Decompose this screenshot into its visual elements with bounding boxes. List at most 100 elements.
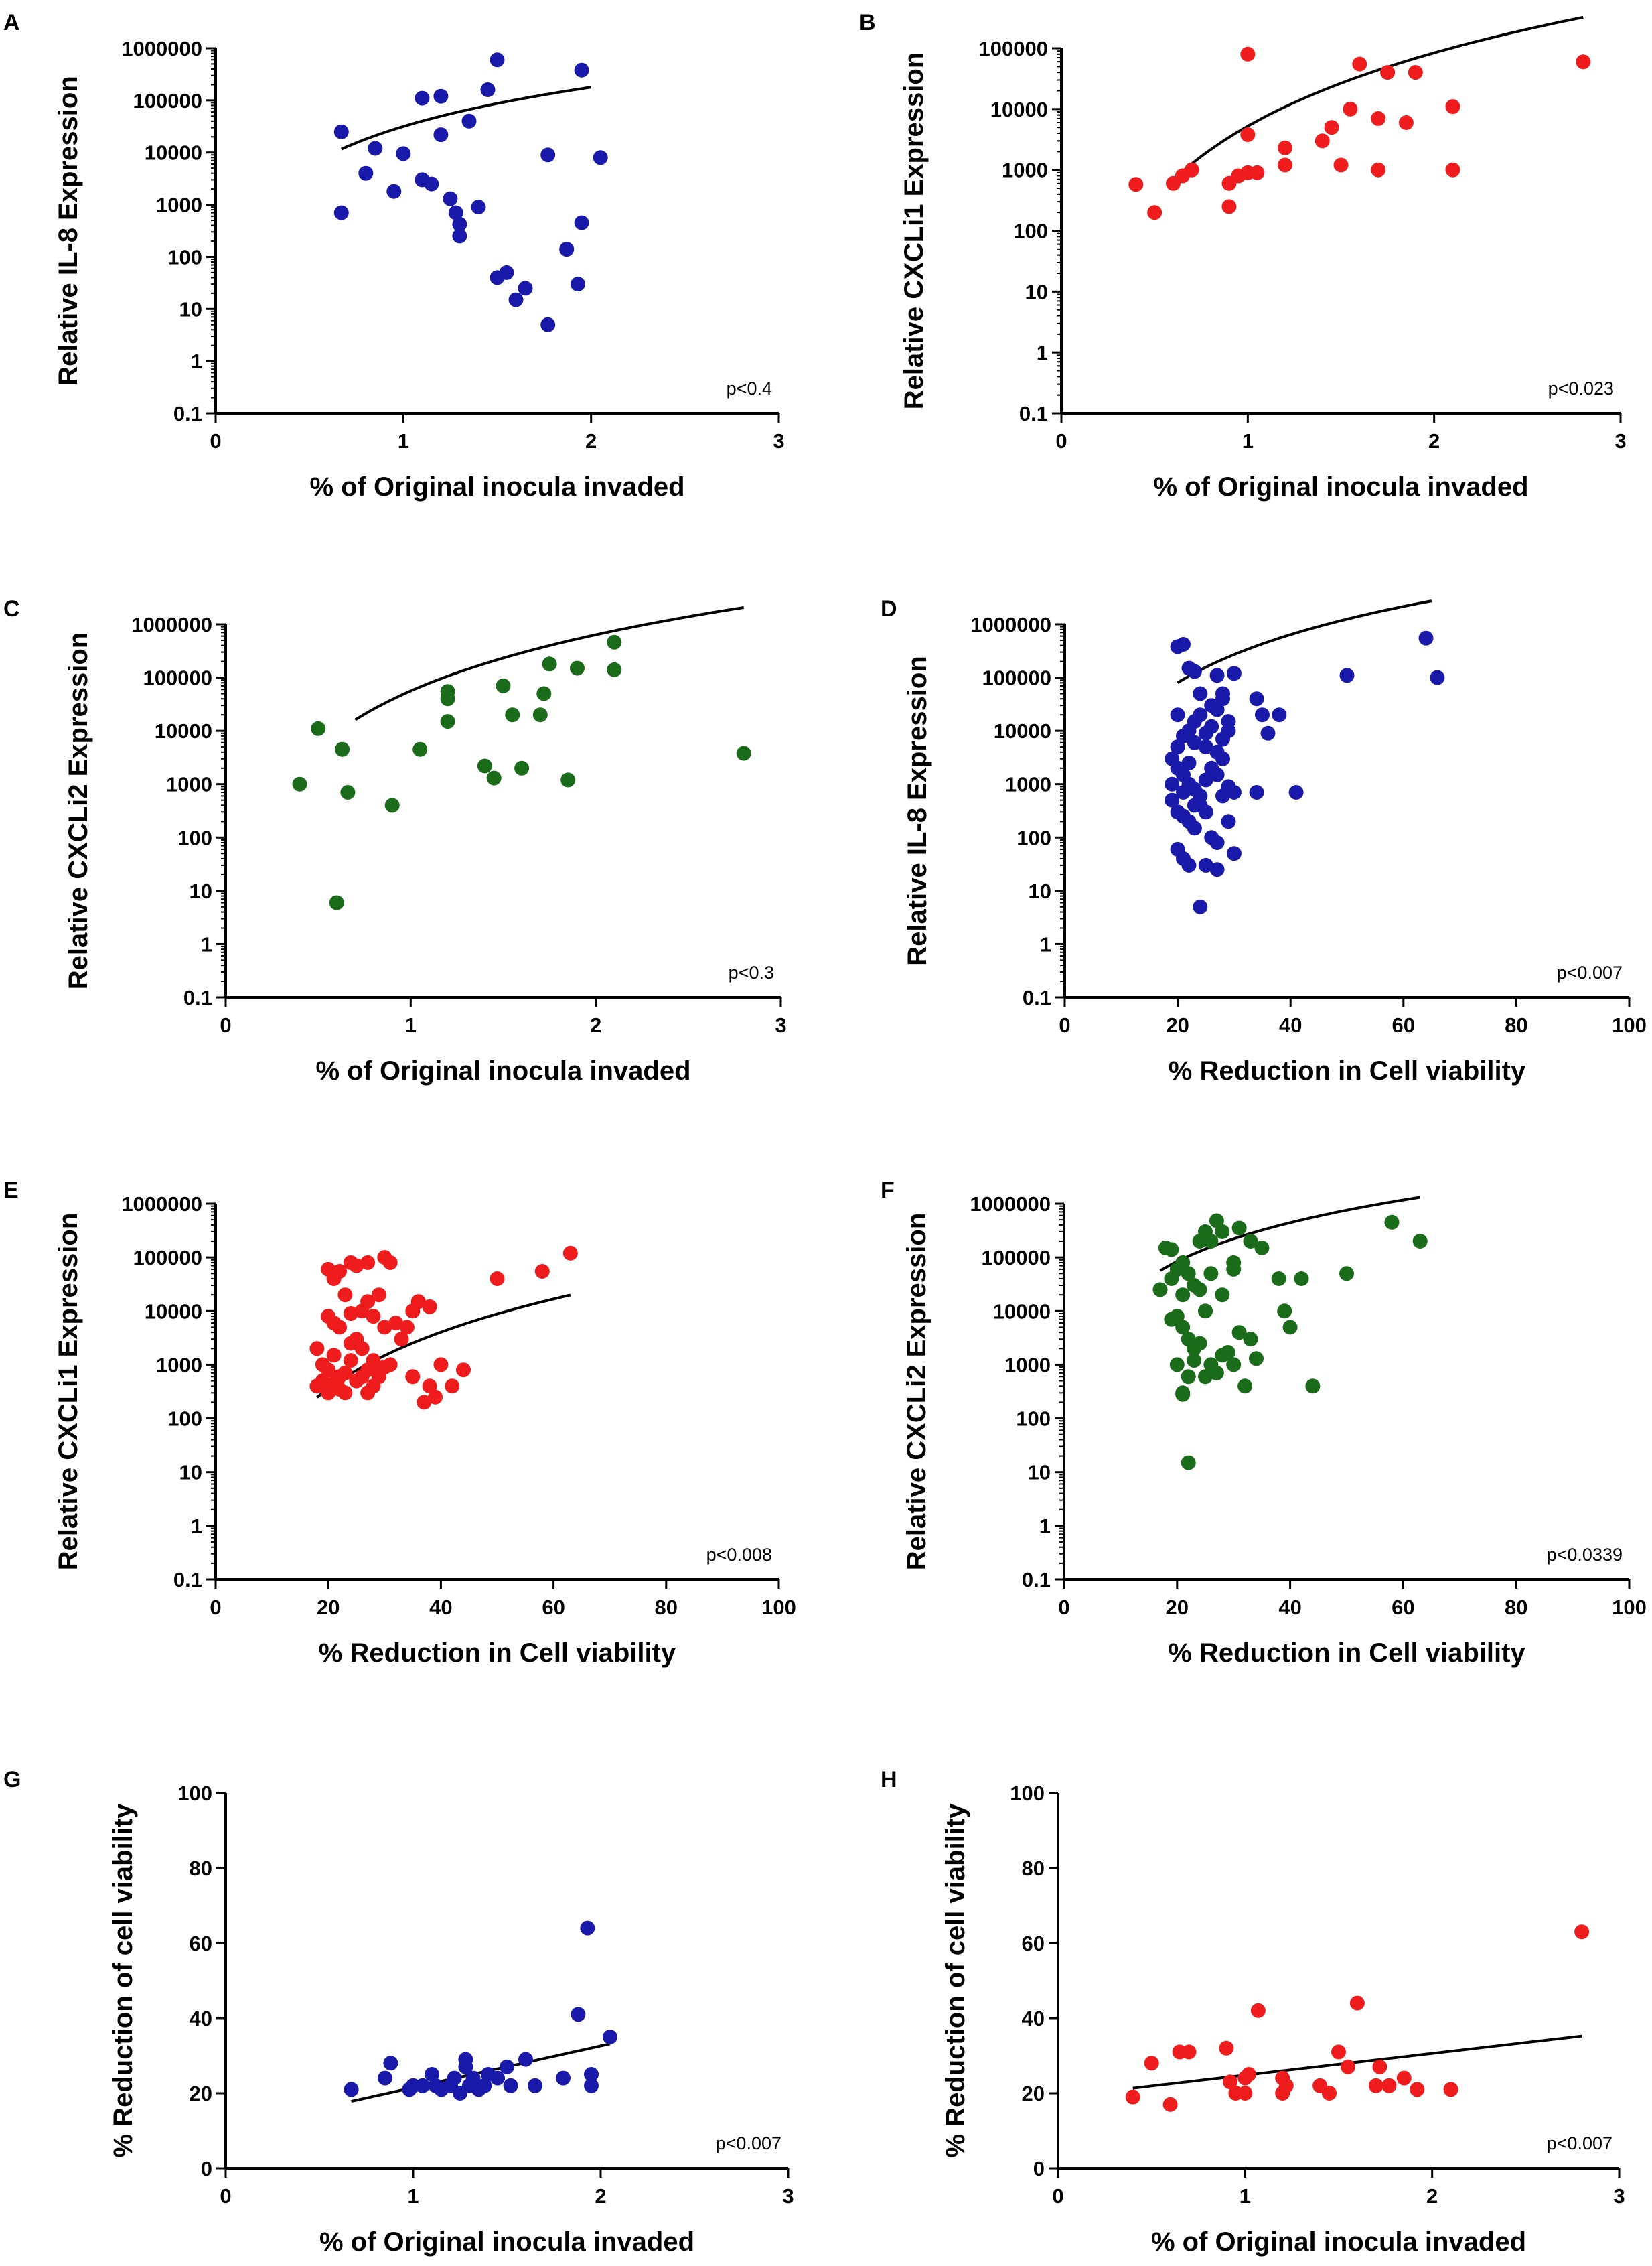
panel-e: E 0.1 1 10 100 1000 10000 100000 1000000 0 20 40 60 8…	[3, 1178, 796, 1668]
panel-c-p-value: p<0.3	[729, 963, 774, 983]
panel-f-data-point	[1215, 1224, 1230, 1239]
panel-h-data-point	[1381, 2078, 1397, 2093]
panel-g-x-tick-label: 2	[595, 2184, 606, 2208]
panel-f-data-point	[1209, 1213, 1224, 1228]
panel-e-y-tick-label: 100	[167, 1407, 202, 1431]
panel-e-data-point	[422, 1378, 437, 1394]
panel-b-p-value: p<0.023	[1548, 378, 1614, 399]
panel-g-data-point	[415, 2078, 430, 2093]
panel-e-data-point	[490, 1271, 505, 1286]
panel-g-x-tick-label: 0	[220, 2184, 231, 2208]
panel-e-x-label: % Reduction in Cell viability	[319, 1638, 676, 1668]
panel-d-data-point	[1170, 707, 1185, 723]
panel-c-x-tick-label: 3	[775, 1013, 786, 1037]
panel-b-y-label: Relative CXCLi1 Expression	[899, 52, 929, 410]
panel-d-fit-line	[1177, 599, 1432, 685]
panel-a-data-point	[461, 113, 477, 129]
panel-c-data-point	[536, 686, 552, 701]
panel-c-data-point	[505, 707, 520, 723]
panel-c-data-point	[570, 660, 585, 676]
panel-c-data-point	[329, 895, 344, 910]
panel-a-y-tick-label: 1000000	[121, 37, 202, 60]
panel-h-data-point	[1181, 2044, 1197, 2060]
panel-h-data-point	[1125, 2089, 1140, 2105]
panel-c-data-point	[440, 714, 455, 729]
panel-d-data-point	[1193, 686, 1208, 701]
panel-a-data-point	[499, 265, 514, 280]
panel-e-p-value: p<0.008	[706, 1545, 772, 1565]
panel-d-data-point	[1187, 798, 1202, 813]
panel-a-data-point	[574, 62, 589, 78]
panel-h-data-point	[1322, 2086, 1337, 2101]
panel-c: C 0.1 1 10 100 1000 10000 100000 1000000 0 1 2 3 % of…	[3, 596, 787, 1086]
panel-e-data-point	[343, 1353, 358, 1368]
panel-b-x-tick-label: 1	[1242, 429, 1254, 453]
panel-a-y-tick-label: 10000	[145, 141, 202, 165]
panel-e-data-point	[321, 1362, 336, 1378]
panel-d-data-point	[1209, 862, 1225, 877]
panel-e-data-point	[366, 1309, 381, 1324]
panel-h-fit-line	[1132, 2034, 1582, 2090]
panel-a-x-tick-label: 0	[210, 429, 221, 453]
panel-g-data-point	[528, 2078, 542, 2093]
panel-c-y-tick-label: 1000	[166, 773, 212, 796]
panel-d-data-point	[1187, 821, 1202, 836]
panel-e-data-point	[382, 1255, 398, 1270]
panel-f-fit-line	[1159, 1196, 1421, 1272]
panel-b-data-point	[1343, 101, 1358, 117]
panel-e-data-point	[456, 1362, 471, 1378]
panel-a-data-point	[433, 127, 449, 143]
panel-a-y-tick-label: 100000	[133, 89, 202, 113]
panel-e-data-point	[377, 1320, 392, 1335]
panel-c-label: C	[3, 596, 20, 622]
panel-e-y-tick-label: 1000000	[121, 1192, 202, 1216]
panel-d-data-point	[1187, 735, 1202, 750]
panel-e-x-tick-label: 80	[655, 1596, 678, 1619]
panel-h-data-point	[1574, 1924, 1590, 1940]
panel-g-x-tick-label: 3	[782, 2184, 794, 2208]
panel-a-data-point	[443, 191, 458, 206]
panel-g-y-tick-label: 100	[177, 1782, 212, 1805]
panel-a-data-point	[452, 216, 467, 232]
panel-a-x-tick-label: 1	[398, 429, 409, 453]
panel-b: B 0.1 1 10 100 1000 10000 100000 0 1 2 3 % of Origin…	[859, 10, 1627, 502]
panel-f-data-point	[1249, 1351, 1264, 1366]
panel-f-data-point	[1226, 1261, 1242, 1277]
panel-b-y-tick-label: 1000	[1002, 159, 1048, 182]
panel-e-data-point	[315, 1373, 330, 1389]
panel-g-data-point	[477, 2078, 492, 2093]
panel-e-data-point	[417, 1395, 432, 1410]
panel-f: F 0.1 1 10 100 1000 10000 100000 1000000 0 20 40 60 8…	[881, 1178, 1647, 1668]
panel-g-x-tick-label: 1	[407, 2184, 419, 2208]
panel-c-x-tick-label: 2	[590, 1013, 601, 1037]
panel-f-data-point	[1181, 1266, 1196, 1281]
panel-c-data-point	[607, 662, 622, 677]
panel-a-data-point	[333, 205, 349, 220]
panel-b-y-tick-label: 1	[1037, 341, 1048, 364]
panel-e-data-point	[405, 1369, 421, 1385]
panel-d-data-point	[1215, 691, 1230, 707]
panel-h-data-point	[1250, 2003, 1266, 2018]
panel-f-data-point	[1339, 1266, 1354, 1281]
panel-a-data-point	[358, 165, 374, 181]
panel-h-x-tick-label: 3	[1613, 2184, 1625, 2208]
panel-e-fit-line	[316, 1293, 571, 1399]
panel-d-x-tick-label: 60	[1392, 1013, 1415, 1037]
panel-a-data-point	[540, 317, 556, 332]
panel-d-data-point	[1193, 707, 1208, 723]
panel-g-data-point	[584, 2067, 599, 2082]
panel-f-data-point	[1215, 1287, 1230, 1303]
panel-c-y-tick-label: 100	[177, 826, 212, 849]
panel-c-data-point	[486, 770, 502, 786]
panel-e-x-tick-label: 40	[429, 1596, 452, 1619]
panel-a-y-tick-label: 100	[167, 245, 202, 269]
panel-f-data-point	[1254, 1241, 1270, 1255]
panel-g-data-point	[490, 2070, 505, 2086]
panel-h-x-label: % of Original inocula invaded	[1151, 2227, 1526, 2257]
panel-c-data-point	[542, 656, 557, 672]
panel-h-data-point	[1331, 2044, 1346, 2060]
panel-g-data-point	[503, 2078, 518, 2093]
panel-a-data-point	[452, 228, 467, 244]
panel-a-data-point	[571, 277, 585, 292]
panel-e-data-point	[337, 1365, 353, 1380]
